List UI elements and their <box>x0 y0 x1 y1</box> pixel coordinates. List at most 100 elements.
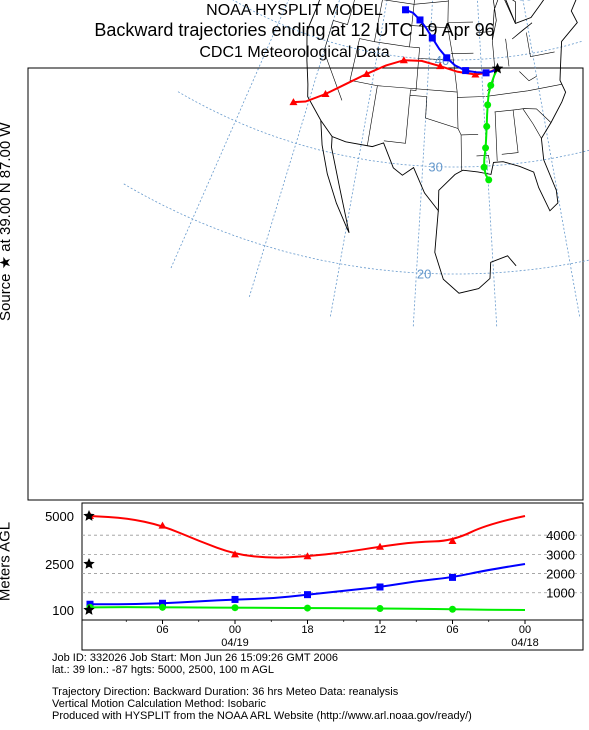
state-boundary <box>409 95 459 129</box>
height-point <box>376 583 384 591</box>
date-label: 04/19 <box>221 637 249 649</box>
trajectory-point <box>480 163 488 171</box>
footer-credit-line: Produced with HYSPLIT from the NOAA ARL … <box>52 710 472 722</box>
date-label: 04/18 <box>511 637 539 649</box>
state-boundary <box>457 96 486 98</box>
state-boundary <box>519 71 537 82</box>
source-star-icon <box>491 62 504 74</box>
trajectory-point <box>428 34 436 42</box>
trajectory-point <box>471 70 480 78</box>
trajectory-point <box>362 69 371 77</box>
state-boundary <box>522 108 542 139</box>
height-point <box>376 604 384 612</box>
start-star-icon <box>83 604 95 615</box>
state-boundary <box>383 0 420 144</box>
trajectory-point <box>482 69 490 77</box>
time-tick-label: 18 <box>301 624 313 636</box>
footer-job-line: Job ID: 332026 Job Start: Mon Jun 26 15:… <box>52 652 338 664</box>
height-point <box>304 591 311 599</box>
state-boundary <box>501 110 519 155</box>
height-series-line <box>90 562 526 606</box>
trajectory-point <box>321 89 330 97</box>
meridian-line <box>522 0 580 317</box>
height-point <box>449 573 456 581</box>
trajectory-point <box>462 67 470 75</box>
height-point <box>448 536 457 544</box>
height-point <box>231 595 239 603</box>
height-point <box>303 552 312 560</box>
state-boundary <box>505 38 510 67</box>
time-tick-label: 00 <box>229 624 241 636</box>
state-boundary <box>517 108 552 123</box>
map-grid-labels: -130-120-110-100-90-8050403020 <box>417 0 533 281</box>
footer-direction-line: Trajectory Direction: Backward Duration:… <box>52 686 399 698</box>
trajectory-point <box>399 56 408 64</box>
state-boundary <box>476 31 492 33</box>
map-graticule <box>123 0 589 327</box>
height-tick-label: 100 <box>52 603 74 618</box>
state-boundary <box>349 0 383 146</box>
state-boundary <box>411 25 448 29</box>
state-boundary <box>476 154 490 164</box>
trajectory-point <box>402 6 410 14</box>
title-line-1: NOAA HYSPLIT MODEL <box>206 2 383 19</box>
meridian-line <box>477 0 498 327</box>
trajectory-point <box>485 176 493 184</box>
state-boundary <box>494 109 518 113</box>
state-boundary <box>377 85 458 93</box>
height-axis-labels: 5000 2500 100 4000 3000 2000 1000 <box>45 509 575 618</box>
time-tick-label: 12 <box>374 624 386 636</box>
start-star-icon <box>83 558 95 569</box>
map-frame <box>27 67 584 501</box>
height-point <box>231 550 239 558</box>
state-boundary <box>374 41 410 48</box>
trajectory-point <box>484 101 492 109</box>
trajectory-point <box>416 16 424 24</box>
latitude-label: 20 <box>417 266 431 281</box>
start-star-icon <box>83 510 95 521</box>
great-lake <box>511 22 533 40</box>
state-boundary <box>323 0 355 101</box>
height-tick-label: 2000 <box>546 567 575 582</box>
time-tick-label: 00 <box>519 624 531 636</box>
footer-location-line: lat.: 39 lon.: -87 hgts: 5000, 2500, 100… <box>52 664 274 676</box>
meridian-line <box>412 0 433 327</box>
map-boundaries <box>306 0 578 294</box>
height-series <box>86 512 526 613</box>
state-boundary <box>526 32 555 58</box>
height-point <box>304 604 311 612</box>
state-boundary <box>383 0 449 5</box>
longitude-label: -80 <box>514 0 533 3</box>
height-series-line <box>89 515 526 559</box>
parallel-line <box>123 183 589 275</box>
trajectory-point <box>487 81 495 89</box>
time-tick-label: 06 <box>156 624 168 636</box>
height-tick-label: 1000 <box>546 586 575 601</box>
meridian-line <box>248 0 340 298</box>
parallel-line <box>232 0 584 61</box>
great-lake <box>491 0 499 41</box>
latitude-label: 30 <box>428 160 442 175</box>
baja-coastline <box>320 120 350 233</box>
height-point <box>376 542 384 550</box>
time-tick-label: 06 <box>446 624 458 636</box>
height-point <box>159 603 166 611</box>
state-boundary <box>461 134 479 136</box>
height-point <box>158 521 167 529</box>
state-boundary <box>485 84 562 97</box>
trajectory-point <box>482 144 490 152</box>
trajectory-paths <box>289 6 504 184</box>
meridian-line <box>170 0 289 269</box>
footer-method-line: Vertical Motion Calculation Method: Isob… <box>52 698 266 710</box>
great-lake <box>504 0 516 24</box>
height-point <box>159 599 166 607</box>
trajectory-point <box>436 62 445 70</box>
coastline <box>306 0 578 212</box>
time-axis-frame <box>81 619 584 651</box>
canada-border <box>505 0 545 24</box>
trajectory-point <box>483 122 491 130</box>
state-boundary <box>494 111 498 162</box>
height-tick-label: 4000 <box>546 528 575 543</box>
